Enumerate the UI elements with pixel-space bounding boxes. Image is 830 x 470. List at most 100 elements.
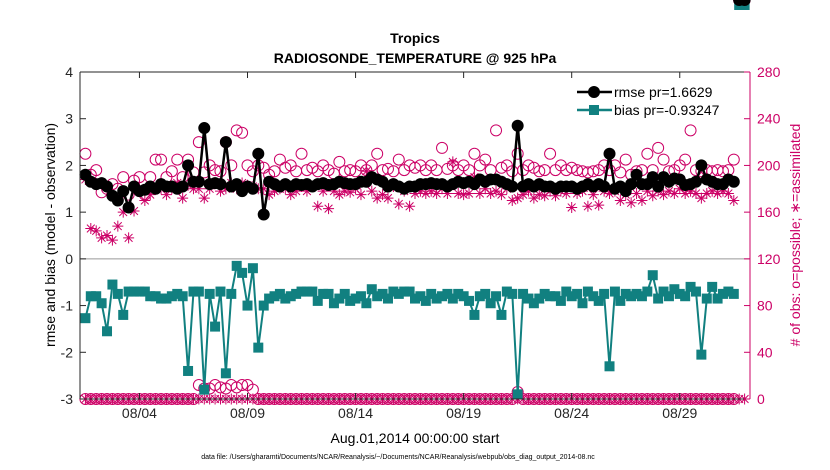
obs-assimilated-point: [647, 190, 659, 202]
obs-possible-point: [495, 161, 508, 174]
y-tick-label-left: 3: [65, 111, 73, 127]
bias-point: [350, 293, 361, 304]
obs-assimilated-point: [263, 189, 275, 201]
obs-assimilated-point: [690, 187, 702, 199]
obs-assimilated-point: [339, 185, 351, 197]
rmse-point: [630, 168, 643, 181]
bias-point: [723, 286, 734, 297]
bias-point: [156, 293, 167, 304]
legend-bias-label: bias pr=-0.93247: [614, 102, 720, 118]
y-axis-left-label: rmse and bias (model - observation): [42, 123, 58, 347]
bias-point: [572, 288, 583, 299]
bias-point: [496, 309, 507, 320]
y-tick-label-left: -3: [61, 391, 74, 407]
bias-point: [85, 291, 96, 302]
rmse-point: [506, 180, 519, 193]
obs-assimilated-point: [90, 225, 102, 237]
obs-assimilated-point: [85, 222, 97, 234]
bias-point: [355, 291, 366, 302]
bias-point: [210, 321, 221, 332]
bias-point: [642, 286, 653, 297]
bias-point: [512, 389, 523, 400]
obs-possible-point: [468, 147, 481, 160]
bias-point: [534, 293, 545, 304]
bias-point: [518, 288, 529, 299]
obs-possible-point: [436, 141, 449, 154]
bias-point: [437, 291, 448, 302]
rmse-point: [598, 180, 611, 193]
obs-assimilated-point: [566, 201, 578, 213]
bias-point: [669, 284, 680, 295]
bias-point: [545, 291, 556, 302]
bias-point: [539, 288, 550, 299]
obs-assimilated-point: [679, 187, 691, 199]
y-tick-label-right: 40: [757, 344, 773, 360]
obs-possible-low-point: [236, 378, 249, 391]
x-tick-label: 08/04: [122, 405, 157, 421]
rmse-point: [511, 119, 524, 132]
bias-point: [550, 291, 561, 302]
bias-point: [102, 326, 113, 337]
y-tick-label-left: 0: [65, 251, 73, 267]
obs-assimilated-point: [533, 189, 545, 201]
obs-assimilated-point: [458, 189, 470, 201]
bias-point: [707, 281, 718, 292]
obs-assimilated-point: [641, 185, 653, 197]
obs-assimilated-point: [614, 194, 626, 206]
obs-assimilated-point: [160, 189, 172, 201]
bias-point: [199, 384, 210, 395]
obs-assimilated-point: [636, 194, 648, 206]
rmse-point: [625, 178, 638, 191]
obs-possible-point: [344, 164, 357, 177]
bias-point: [474, 291, 485, 302]
bias-point: [264, 293, 275, 304]
bias-point: [247, 263, 258, 274]
chart-subtitle: RADIOSONDE_TEMPERATURE @ 925 hPa: [274, 50, 557, 66]
bias-point: [447, 293, 458, 304]
bias-point: [674, 288, 685, 299]
bias-point: [426, 288, 437, 299]
bias-point: [382, 293, 393, 304]
y-tick-label-right: 280: [757, 64, 781, 80]
bias-point: [150, 291, 161, 302]
x-tick-label: 08/19: [446, 405, 481, 421]
bias-point: [328, 298, 339, 309]
y-tick-label-right: 160: [757, 204, 781, 220]
obs-assimilated-point: [674, 183, 686, 195]
bias-point: [566, 291, 577, 302]
obs-possible-point: [479, 153, 492, 166]
y-tick-label-left: 1: [65, 204, 73, 220]
rmse-series-layer: [79, 0, 751, 221]
legend-rmse-label: rmse pr=1.6629: [614, 84, 713, 100]
bias-point: [458, 291, 469, 302]
bias-point: [593, 295, 604, 306]
obs-assimilated-point: [485, 187, 497, 199]
obs-assimilated-point: [269, 185, 281, 197]
rmse-point: [101, 180, 114, 193]
y-tick-label-right: 240: [757, 111, 781, 127]
bias-point: [690, 286, 701, 297]
obs-possible-point: [392, 153, 405, 166]
obs-assimilated-point: [625, 197, 637, 209]
obs-assimilated-point: [490, 185, 502, 197]
bias-point: [453, 288, 464, 299]
bias-point: [420, 295, 431, 306]
obs-possible-low-point: [209, 378, 222, 391]
chart-title: Tropics: [390, 30, 440, 46]
bias-point: [107, 279, 118, 290]
obs-assimilated-point: [101, 230, 113, 241]
bias-point: [491, 291, 502, 302]
obs-possible-point: [565, 161, 578, 174]
bias-point: [604, 361, 615, 372]
bias-point: [680, 291, 691, 302]
bias-point: [307, 286, 318, 297]
obs-assimilated-point: [431, 187, 443, 199]
obs-assimilated-point: [631, 187, 643, 199]
bias-point: [183, 365, 194, 376]
rmse-point: [122, 201, 135, 214]
obs-assimilated-point: [123, 232, 135, 244]
bias-point: [269, 291, 280, 302]
bias-point: [501, 286, 512, 297]
bias-point: [582, 286, 593, 297]
obs-possible-point: [679, 153, 692, 166]
